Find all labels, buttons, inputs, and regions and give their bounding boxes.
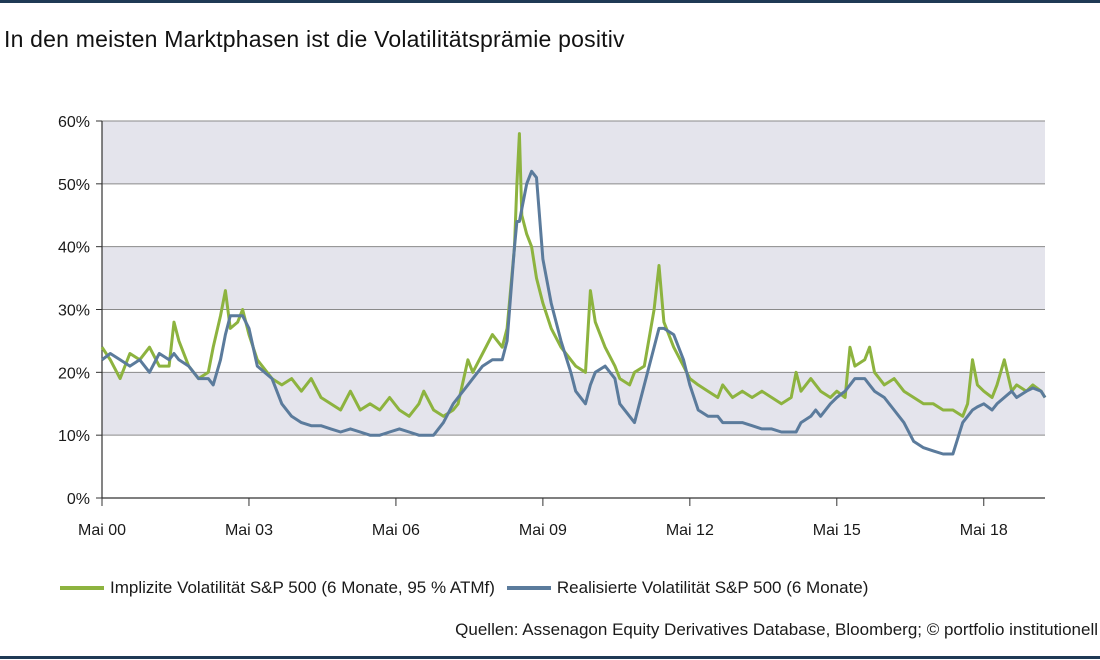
top-rule (0, 0, 1100, 3)
y-tick-label: 30% (58, 303, 90, 320)
x-tick-label: Mai 03 (225, 522, 273, 539)
y-tick-label: 10% (58, 428, 90, 445)
legend-label-realized: Realisierte Volatilität S&P 500 (6 Monat… (556, 578, 869, 597)
legend-swatch-implied (60, 586, 104, 590)
x-tick-label: Mai 15 (813, 522, 861, 539)
chart-title: In den meisten Marktphasen ist die Volat… (4, 26, 625, 52)
grid-band (102, 121, 1045, 184)
bottom-rule (0, 656, 1100, 659)
x-tick-label: Mai 09 (519, 522, 567, 539)
grid-lines (102, 120, 1045, 436)
y-tick-label: 60% (58, 114, 90, 131)
grid-band (102, 246, 1045, 310)
y-tick-label: 50% (58, 177, 90, 194)
axes (101, 121, 1045, 499)
x-tick-label: Mai 12 (666, 522, 714, 539)
legend-label-implied: Implizite Volatilität S&P 500 (6 Monate,… (110, 578, 495, 597)
chart-legend: Implizite Volatilität S&P 500 (6 Monate,… (60, 578, 880, 598)
legend-item-realized: Realisierte Volatilität S&P 500 (6 Monat… (506, 578, 869, 598)
y-tick-label: 0% (67, 491, 90, 508)
series-line-realized (101, 169, 1047, 456)
y-tick-label: 40% (58, 240, 90, 257)
x-axis-tick-labels: Mai 00 Mai 03 Mai 06 Mai 09 Mai 12 Mai 15 Mai … (78, 498, 1008, 539)
legend-swatch-realized (506, 586, 551, 590)
y-tick-label: 20% (58, 365, 90, 382)
x-tick-label: Mai 00 (78, 522, 126, 539)
legend-item-implied: Implizite Volatilität S&P 500 (6 Monate,… (60, 578, 495, 598)
x-tick-label: Mai 18 (960, 522, 1008, 539)
x-tick-label: Mai 06 (372, 522, 420, 539)
series-lines (100, 132, 1047, 456)
source-note: Quellen: Assenagon Equity Derivatives Da… (455, 620, 1098, 639)
y-axis-tick-labels: 0% 10% 20% 30% 40% 50% 60% (58, 114, 102, 508)
